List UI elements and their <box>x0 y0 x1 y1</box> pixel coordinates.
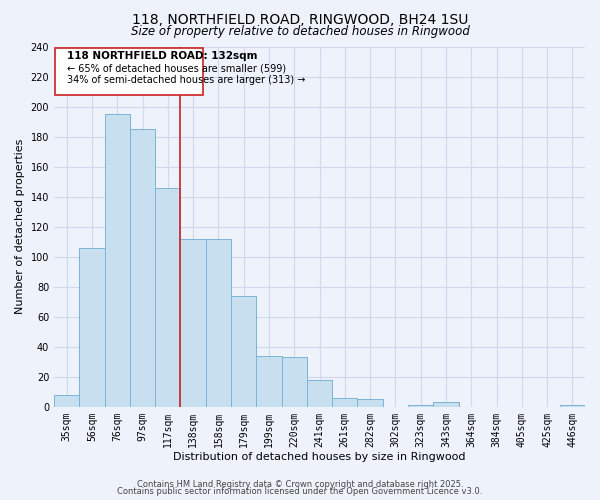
Bar <box>231 296 256 407</box>
Bar <box>130 129 155 407</box>
Bar <box>332 398 358 407</box>
Bar <box>256 356 281 407</box>
Bar <box>54 395 79 407</box>
Bar <box>281 358 307 407</box>
Bar <box>181 238 206 407</box>
X-axis label: Distribution of detached houses by size in Ringwood: Distribution of detached houses by size … <box>173 452 466 462</box>
Text: Size of property relative to detached houses in Ringwood: Size of property relative to detached ho… <box>131 25 469 38</box>
Text: 34% of semi-detached houses are larger (313) →: 34% of semi-detached houses are larger (… <box>67 75 305 85</box>
Bar <box>408 406 433 407</box>
Bar <box>155 188 181 407</box>
Bar <box>560 406 585 407</box>
Text: 118 NORTHFIELD ROAD: 132sqm: 118 NORTHFIELD ROAD: 132sqm <box>67 51 257 61</box>
FancyBboxPatch shape <box>55 48 203 94</box>
Text: Contains HM Land Registry data © Crown copyright and database right 2025.: Contains HM Land Registry data © Crown c… <box>137 480 463 489</box>
Bar <box>104 114 130 407</box>
Bar <box>206 238 231 407</box>
Text: 118, NORTHFIELD ROAD, RINGWOOD, BH24 1SU: 118, NORTHFIELD ROAD, RINGWOOD, BH24 1SU <box>132 12 468 26</box>
Text: ← 65% of detached houses are smaller (599): ← 65% of detached houses are smaller (59… <box>67 63 286 73</box>
Bar <box>358 400 383 407</box>
Text: Contains public sector information licensed under the Open Government Licence v3: Contains public sector information licen… <box>118 487 482 496</box>
Bar <box>307 380 332 407</box>
Bar <box>79 248 104 407</box>
Bar <box>433 402 458 407</box>
Y-axis label: Number of detached properties: Number of detached properties <box>15 139 25 314</box>
